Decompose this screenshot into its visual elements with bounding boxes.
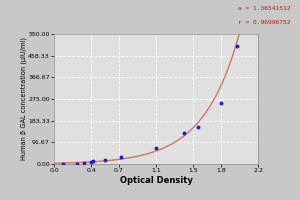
- Point: [75, 162, 80, 165]
- Point: [154, 146, 158, 150]
- Point: [91, 160, 95, 163]
- Point: [182, 131, 186, 134]
- Text: a = 1.36541512: a = 1.36541512: [238, 6, 291, 11]
- Point: [234, 44, 239, 47]
- Point: [89, 160, 94, 163]
- Point: [118, 156, 123, 159]
- Point: [81, 162, 86, 165]
- Point: [103, 158, 107, 161]
- Point: [218, 101, 223, 104]
- X-axis label: Optical Density: Optical Density: [120, 176, 192, 185]
- Point: [195, 125, 200, 128]
- Y-axis label: Human β GAL concentration (μIU/ml): Human β GAL concentration (μIU/ml): [20, 38, 27, 160]
- Text: r = 0.96996752: r = 0.96996752: [238, 20, 291, 25]
- Point: [61, 162, 66, 166]
